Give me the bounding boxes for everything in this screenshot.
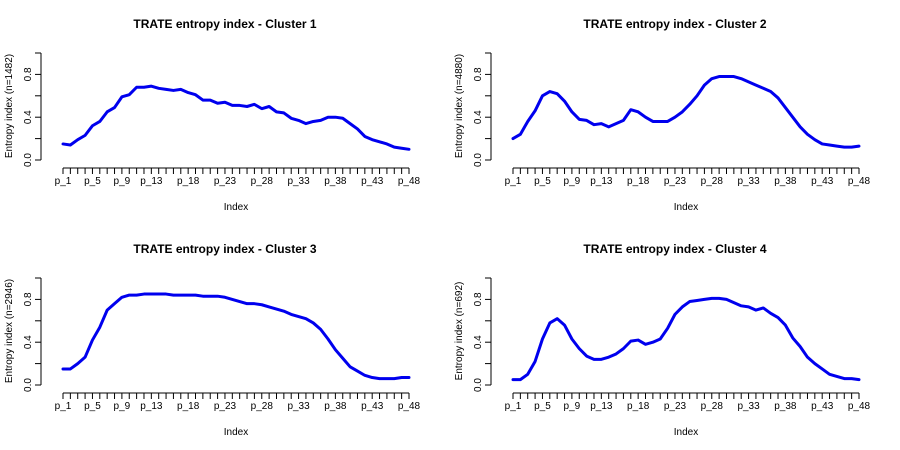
chart-title: TRATE entropy index - Cluster 2 — [583, 17, 766, 31]
x-tick-label: p_13 — [590, 176, 613, 187]
x-tick-label: p_48 — [398, 401, 421, 412]
x-tick-label: p_48 — [848, 401, 871, 412]
x-tick-label: p_18 — [177, 401, 200, 412]
y-tick-label: 0.4 — [23, 110, 34, 124]
x-tick-label: p_1 — [505, 176, 522, 187]
x-tick-label: p_48 — [398, 176, 421, 187]
x-tick-label: p_5 — [84, 176, 101, 187]
chart-title: TRATE entropy index - Cluster 3 — [133, 242, 316, 256]
x-tick-label: p_1 — [55, 176, 72, 187]
x-tick-label: p_13 — [590, 401, 613, 412]
y-axis-label: Entropy index (n=2946) — [4, 279, 15, 383]
x-tick-label: p_28 — [701, 176, 724, 187]
y-tick-label: 0.8 — [23, 67, 34, 81]
x-tick-label: p_9 — [564, 401, 581, 412]
y-tick-label: 0.8 — [23, 292, 34, 306]
x-tick-label: p_33 — [287, 176, 310, 187]
chart-panel-4: TRATE entropy index - Cluster 4 p_1 p_5 p_9… — [454, 242, 871, 438]
x-tick-label: p_5 — [534, 401, 551, 412]
x-tick-label: p_38 — [774, 401, 797, 412]
y-tick-label: 0.0 — [23, 153, 34, 167]
x-tick-label: p_43 — [361, 401, 384, 412]
series-line — [511, 296, 861, 382]
y-axis-label: Entropy index (n=4880) — [454, 54, 465, 158]
chart-title: TRATE entropy index - Cluster 4 — [583, 242, 766, 256]
x-tick-label: p_33 — [737, 401, 760, 412]
x-tick-label: p_23 — [214, 176, 237, 187]
x-tick-label: p_33 — [287, 401, 310, 412]
x-tick-label: p_43 — [811, 401, 834, 412]
x-tick-label: p_1 — [505, 401, 522, 412]
x-tick-label: p_5 — [534, 176, 551, 187]
y-tick-label: 0.4 — [23, 335, 34, 349]
x-tick-label: p_5 — [84, 401, 101, 412]
x-tick-label: p_9 — [564, 176, 581, 187]
x-tick-label: p_48 — [848, 176, 871, 187]
x-axis-label: Index — [224, 427, 248, 438]
y-tick-label: 0.0 — [473, 153, 484, 167]
x-tick-label: p_38 — [324, 176, 347, 187]
y-tick-label: 0.8 — [473, 292, 484, 306]
y-axis-label: Entropy index (n=692) — [454, 282, 465, 381]
x-tick-label: p_23 — [664, 401, 687, 412]
y-tick-label: 0.0 — [473, 378, 484, 392]
x-tick-label: p_18 — [627, 401, 650, 412]
x-tick-label: p_28 — [251, 176, 274, 187]
chart-title: TRATE entropy index - Cluster 1 — [133, 17, 316, 31]
y-axis-label: Entropy index (n=1482) — [4, 54, 15, 158]
chart-panel-1: TRATE entropy index - Cluster 1 p_1 p_5 p_9… — [4, 17, 421, 213]
y-tick-label: 0.4 — [473, 335, 484, 349]
x-tick-label: p_23 — [664, 176, 687, 187]
x-tick-label: p_1 — [55, 401, 72, 412]
x-tick-label: p_28 — [251, 401, 274, 412]
y-tick-label: 0.4 — [473, 110, 484, 124]
x-tick-label: p_13 — [140, 176, 163, 187]
chart-panel-2: TRATE entropy index - Cluster 2 p_1 p_5 p_9… — [454, 17, 871, 213]
x-tick-label: p_33 — [737, 176, 760, 187]
x-tick-label: p_43 — [361, 176, 384, 187]
x-tick-label: p_18 — [177, 176, 200, 187]
x-tick-label: p_28 — [701, 401, 724, 412]
x-tick-label: p_38 — [774, 176, 797, 187]
y-tick-label: 0.0 — [23, 378, 34, 392]
y-tick-label: 0.8 — [473, 67, 484, 81]
series-line — [511, 75, 861, 149]
x-axis-label: Index — [674, 202, 698, 213]
x-tick-label: p_9 — [114, 401, 131, 412]
x-axis-label: Index — [224, 202, 248, 213]
chart-panel-3: TRATE entropy index - Cluster 3 p_1 p_5 p_9… — [4, 242, 421, 438]
series-line — [61, 292, 411, 381]
x-tick-label: p_43 — [811, 176, 834, 187]
x-tick-label: p_18 — [627, 176, 650, 187]
x-tick-label: p_9 — [114, 176, 131, 187]
x-tick-label: p_13 — [140, 401, 163, 412]
x-axis-label: Index — [674, 427, 698, 438]
x-tick-label: p_38 — [324, 401, 347, 412]
series-line — [61, 84, 411, 151]
x-tick-label: p_23 — [214, 401, 237, 412]
